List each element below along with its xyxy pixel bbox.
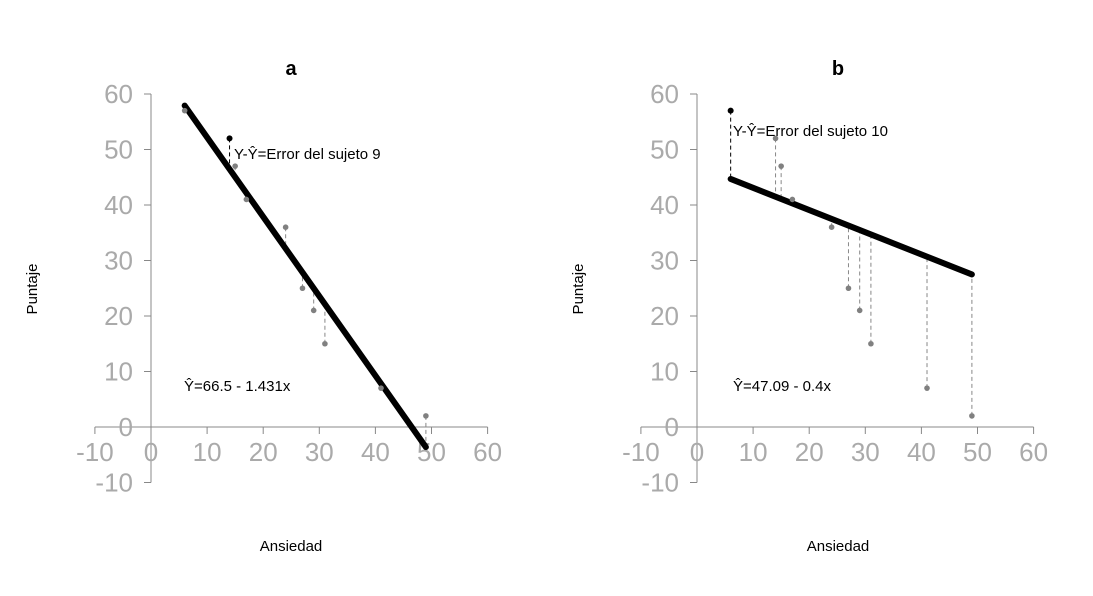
y-tick-label: 10 [650,357,679,387]
data-point [243,196,250,203]
y-tick-label: -10 [95,468,133,498]
x-tick-label: 50 [963,437,992,467]
data-point [423,413,429,419]
x-tick-label: 10 [739,437,768,467]
regression-equation: Ŷ=47.09 - 0.4x [733,378,831,395]
x-tick-label: -10 [622,437,660,467]
data-point [789,196,796,203]
y-tick-label: 50 [650,135,679,165]
y-tick-label: 30 [104,246,133,276]
y-tick-label: 30 [650,246,679,276]
data-point [322,340,328,347]
x-tick-label: -10 [76,437,114,467]
x-tick-label: 30 [851,437,880,467]
highlighted-point [727,107,734,114]
regression-equation: Ŷ=66.5 - 1.431x [184,378,291,395]
data-point [181,107,188,114]
data-point [845,285,852,292]
x-tick-label: 60 [473,437,502,467]
x-axis-label: Ansiedad [807,538,870,555]
x-tick-label: 20 [795,437,824,467]
highlighted-point [226,135,233,142]
error-annotation: Y-Ŷ=Error del sujeto 9 [234,146,381,163]
data-point [856,307,863,314]
x-tick-label: 0 [144,437,158,467]
y-tick-label: 0 [119,412,133,442]
y-axis-label: Puntaje [24,264,41,315]
y-tick-label: 20 [650,301,679,331]
x-axis-label: Ansiedad [260,538,323,555]
y-tick-label: 20 [104,301,133,331]
regression-line [181,102,429,451]
y-tick-label: 60 [104,79,133,109]
data-point [378,385,384,391]
data-point [969,413,975,419]
y-tick-label: 40 [650,190,679,220]
x-tick-label: 40 [907,437,936,467]
data-point [828,224,835,230]
y-axis-label: Puntaje [570,264,587,315]
data-point [778,163,784,169]
x-tick-label: 60 [1019,437,1048,467]
data-point [299,285,306,292]
data-point [232,163,238,169]
y-tick-label: 0 [665,412,679,442]
y-tick-label: 40 [104,190,133,220]
data-point [282,224,289,230]
chart-title: b [832,58,844,80]
y-tick-label: 50 [104,135,133,165]
x-tick-label: 0 [690,437,704,467]
data-point [310,307,317,314]
y-tick-label: 10 [104,357,133,387]
data-point [772,135,779,142]
x-tick-label: 30 [305,437,334,467]
regression-line [727,175,975,278]
data-point [868,340,874,347]
data-point [924,385,930,391]
y-tick-label: 60 [650,79,679,109]
x-tick-label: 40 [361,437,390,467]
error-annotation: Y-Ŷ=Error del sujeto 10 [733,123,888,140]
y-tick-label: -10 [641,468,679,498]
x-tick-label: 10 [193,437,222,467]
chart-title: a [285,58,297,80]
x-tick-label: 20 [249,437,278,467]
